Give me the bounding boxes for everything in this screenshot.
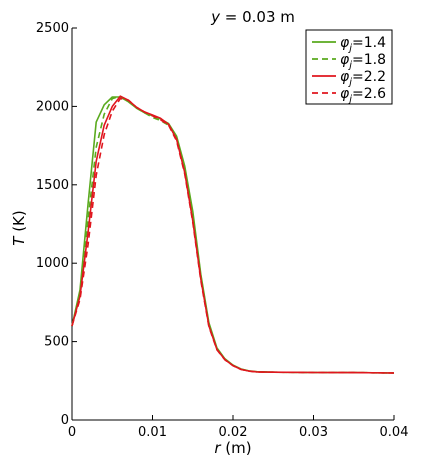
x-tick-label: 0.04 [380, 425, 409, 440]
y-tick-label: 1000 [36, 256, 69, 271]
legend-label-2: φj=1.8 [340, 52, 386, 71]
x-tick-label: 0.01 [138, 425, 167, 440]
axis-ticks: 0 0.01 0.02 0.03 0.04 0 500 1000 1500 2000 2500 [36, 21, 409, 440]
series-line-1 [71, 96, 395, 374]
svg-text:r (m): r (m) [214, 439, 251, 457]
y-tick-label: 2500 [36, 21, 69, 36]
y-tick-label: 1500 [36, 178, 69, 193]
y-axis-title: T (K) [10, 210, 28, 245]
svg-text:y = 0.03 m: y = 0.03 m [210, 8, 295, 26]
legend-label-3: φj=2.2 [340, 69, 386, 88]
legend: φj=1.4φj=1.8φj=2.2φj=2.6 [305, 29, 393, 105]
series-line-4 [71, 97, 395, 374]
svg-text:T (K): T (K) [10, 210, 28, 245]
y-tick-label: 2000 [36, 99, 69, 114]
chart-title-text: = 0.03 m [220, 8, 295, 26]
x-tick-label: 0.03 [299, 425, 328, 440]
series-lines [71, 95, 395, 374]
series-line-3 [71, 95, 395, 374]
y-tick-label: 500 [44, 335, 69, 350]
x-axis-title-unit: (m) [221, 439, 252, 457]
x-tick-label: 0.02 [219, 425, 248, 440]
x-axis-title: r (m) [214, 439, 251, 457]
series-line-2 [71, 95, 395, 374]
legend-label-1: φj=1.4 [340, 35, 386, 54]
y-axis-title-variable: T [10, 235, 28, 246]
x-axis-title-variable: r [214, 439, 221, 457]
legend-label-4: φj=2.6 [340, 86, 386, 105]
x-tick-label: 0 [68, 425, 76, 440]
chart-title-variable: y [210, 8, 221, 26]
chart-title: y = 0.03 m [210, 8, 295, 26]
y-tick-label: 0 [61, 413, 69, 428]
y-axis-title-unit: (K) [10, 210, 28, 236]
